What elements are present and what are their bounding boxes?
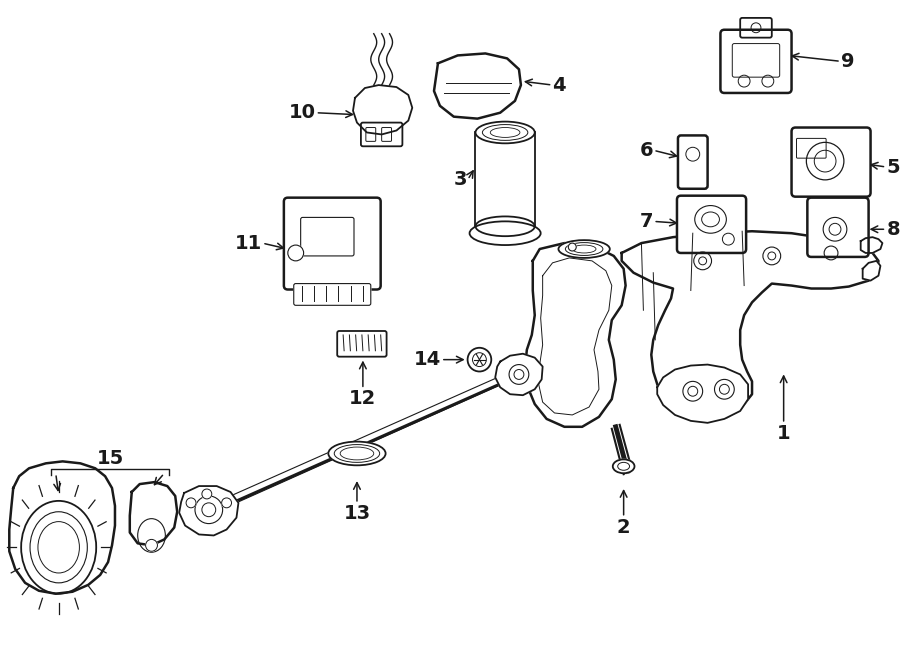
Polygon shape xyxy=(475,132,535,226)
FancyBboxPatch shape xyxy=(338,331,387,357)
Polygon shape xyxy=(657,365,748,423)
Ellipse shape xyxy=(475,122,535,143)
Circle shape xyxy=(824,217,847,241)
Text: 12: 12 xyxy=(349,389,376,408)
Polygon shape xyxy=(860,237,882,253)
FancyBboxPatch shape xyxy=(740,18,772,38)
Polygon shape xyxy=(434,54,521,118)
Circle shape xyxy=(694,252,712,270)
Text: 7: 7 xyxy=(640,212,653,231)
Text: 4: 4 xyxy=(553,75,566,95)
Circle shape xyxy=(509,365,529,384)
Circle shape xyxy=(683,381,703,401)
Circle shape xyxy=(468,348,491,371)
Text: 5: 5 xyxy=(886,157,900,176)
Circle shape xyxy=(568,243,576,251)
Circle shape xyxy=(146,539,158,551)
Circle shape xyxy=(195,496,222,524)
Ellipse shape xyxy=(328,442,385,465)
Ellipse shape xyxy=(470,221,541,245)
Ellipse shape xyxy=(558,240,610,258)
FancyBboxPatch shape xyxy=(678,136,707,189)
Ellipse shape xyxy=(475,216,535,236)
Polygon shape xyxy=(622,231,878,421)
Polygon shape xyxy=(9,461,115,594)
Circle shape xyxy=(763,247,780,265)
FancyBboxPatch shape xyxy=(284,198,381,290)
Text: 15: 15 xyxy=(96,449,123,468)
FancyBboxPatch shape xyxy=(807,198,868,257)
FancyBboxPatch shape xyxy=(361,122,402,146)
Text: 10: 10 xyxy=(289,103,316,122)
Circle shape xyxy=(202,489,211,499)
Text: 8: 8 xyxy=(886,219,900,239)
FancyBboxPatch shape xyxy=(293,284,371,305)
Polygon shape xyxy=(179,486,239,535)
Text: 3: 3 xyxy=(454,171,468,189)
Text: 11: 11 xyxy=(235,233,262,253)
Polygon shape xyxy=(863,261,880,281)
FancyBboxPatch shape xyxy=(791,128,870,197)
Polygon shape xyxy=(353,85,412,134)
Text: 9: 9 xyxy=(841,52,854,71)
Text: 14: 14 xyxy=(414,350,441,369)
Text: 1: 1 xyxy=(777,424,790,443)
Text: 6: 6 xyxy=(640,141,653,160)
Text: 2: 2 xyxy=(616,518,631,537)
Polygon shape xyxy=(495,354,543,395)
Polygon shape xyxy=(525,243,625,427)
Circle shape xyxy=(186,498,196,508)
Ellipse shape xyxy=(613,459,634,473)
Text: 13: 13 xyxy=(344,504,371,523)
Polygon shape xyxy=(130,482,177,545)
FancyBboxPatch shape xyxy=(720,30,791,93)
FancyBboxPatch shape xyxy=(677,196,746,253)
Circle shape xyxy=(715,379,734,399)
Circle shape xyxy=(221,498,231,508)
Circle shape xyxy=(824,246,838,260)
Circle shape xyxy=(288,245,303,261)
